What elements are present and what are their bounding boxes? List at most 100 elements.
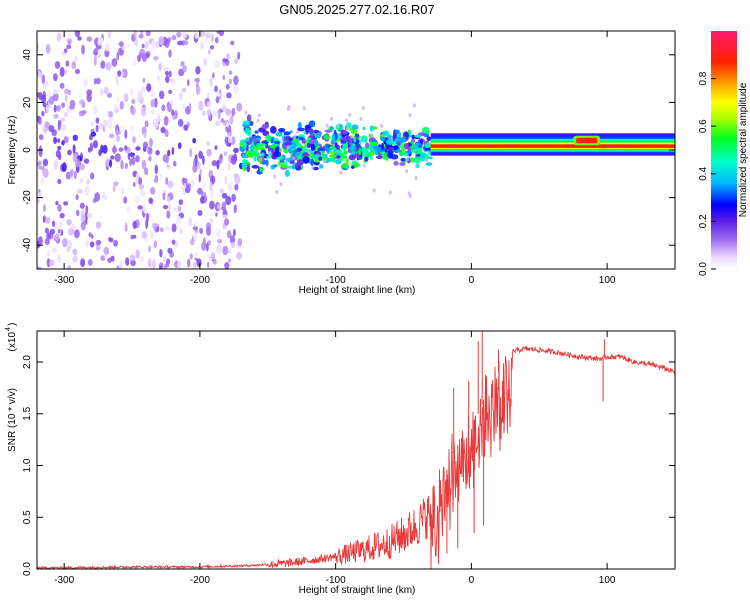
heatmap-cell <box>179 228 183 234</box>
heatmap-cell <box>206 101 212 108</box>
heatmap-cell <box>132 59 137 66</box>
heatmap-cell <box>65 94 68 102</box>
heatmap-cell <box>242 120 250 125</box>
heatmap-cell <box>214 60 221 69</box>
heatmap-cell <box>345 118 349 123</box>
heatmap-cell <box>171 147 175 155</box>
heatmap-cell <box>355 133 360 138</box>
heatmap-cell <box>108 237 112 242</box>
heatmap-cell <box>177 40 183 46</box>
heatmap-cell <box>341 130 348 135</box>
heatmap-cell <box>95 243 101 251</box>
heatmap-cell <box>284 169 290 177</box>
heatmap-cell <box>95 77 101 85</box>
heatmap-cell <box>234 57 238 65</box>
heatmap-cell <box>182 31 188 39</box>
heatmap-cell <box>233 85 239 95</box>
heatmap-cell <box>162 192 166 201</box>
heatmap-cell <box>299 136 304 141</box>
heatmap-cell <box>61 102 65 108</box>
heatmap-cell <box>404 152 409 157</box>
heatmap-cell <box>83 78 89 87</box>
heatmap-cell <box>196 160 201 170</box>
heatmap-cell <box>53 73 58 82</box>
heatmap-cell <box>108 111 113 118</box>
y-tick-label: 20 <box>22 96 33 108</box>
heatmap-cell <box>43 127 48 134</box>
heatmap-cell <box>159 90 165 100</box>
heatmap-cell <box>348 154 356 161</box>
heatmap-cell <box>119 261 123 269</box>
colorbar-tick-label: 0.4 <box>698 166 709 180</box>
heatmap-cell <box>145 53 150 59</box>
heatmap-cell <box>67 149 72 156</box>
heatmap-cell <box>107 257 112 264</box>
heatmap-cell <box>102 144 108 154</box>
heatmap-cell <box>361 105 365 110</box>
heatmap-cell <box>168 70 172 78</box>
heatmap-cell <box>325 123 329 128</box>
snr-y-multiplier: (x10 4 ) <box>5 323 18 352</box>
heatmap-cell <box>244 137 250 142</box>
spectrogram-y-ticks: -40 -20 0 20 40 <box>22 49 675 252</box>
heatmap-cell <box>307 150 311 154</box>
heatmap-cell <box>375 155 384 159</box>
heatmap-cell <box>79 178 84 183</box>
heatmap-cell <box>308 120 316 128</box>
y-tick-label: 0 <box>22 147 33 153</box>
heatmap-cell <box>353 138 357 143</box>
heatmap-cell <box>59 212 65 219</box>
heatmap-cell <box>138 53 144 59</box>
heatmap-cell <box>86 89 93 96</box>
heatmap-cell <box>166 163 170 169</box>
heatmap-cell <box>215 96 220 104</box>
heatmap-cell <box>66 44 72 50</box>
heatmap-cell <box>268 151 272 156</box>
heatmap-cell <box>246 114 252 122</box>
heatmap-cell <box>148 197 153 204</box>
x-tick-label: 0 <box>469 575 475 586</box>
heatmap-cell <box>308 152 314 158</box>
heatmap-cell <box>74 170 77 180</box>
heatmap-cell <box>119 125 124 133</box>
heatmap-cell <box>41 94 46 104</box>
heatmap-cell <box>206 148 212 157</box>
heatmap-cell <box>81 110 87 115</box>
page-title: GN05.2025.277.02.16.R07 <box>279 2 434 17</box>
heatmap-cell <box>222 245 229 256</box>
heatmap-cell <box>364 136 368 143</box>
heatmap-cell <box>194 154 198 160</box>
heatmap-cell <box>171 239 176 245</box>
heatmap-cell <box>241 160 246 169</box>
heatmap-cell <box>454 144 458 148</box>
x-tick-label: 100 <box>599 275 616 286</box>
x-tick-label: -100 <box>326 275 346 286</box>
heatmap-cell <box>234 174 241 185</box>
heatmap-cell <box>121 71 124 76</box>
heatmap-cell <box>187 258 191 268</box>
heatmap-cell <box>91 234 94 240</box>
y-tick-label: 40 <box>22 49 33 61</box>
heatmap-cell <box>52 220 55 227</box>
heatmap-cell <box>59 220 63 228</box>
heatmap-cell <box>283 131 291 136</box>
heatmap-cell <box>215 120 221 127</box>
heatmap-cell <box>115 129 119 136</box>
colorbar-label: Normalized spectral amplitude <box>738 82 749 217</box>
heatmap-region <box>430 133 675 156</box>
heatmap-cell <box>362 163 366 168</box>
heatmap-cell <box>77 36 82 41</box>
heatmap-cell <box>374 150 380 155</box>
heatmap-cell <box>68 171 74 178</box>
heatmap-cell <box>67 265 71 269</box>
heatmap-cell <box>120 159 124 170</box>
colorbar: 0.0 0.2 0.4 0.6 0.8 Normalized spectral ampl… <box>698 31 749 276</box>
heatmap-cell <box>161 104 166 112</box>
heatmap-cell <box>323 135 331 140</box>
heatmap-cell <box>160 126 166 134</box>
heatmap-cell <box>632 144 637 148</box>
heatmap-cell <box>318 156 323 161</box>
heatmap-cell <box>419 152 427 159</box>
heatmap-cell <box>201 181 207 188</box>
heatmap-cell <box>100 60 106 69</box>
